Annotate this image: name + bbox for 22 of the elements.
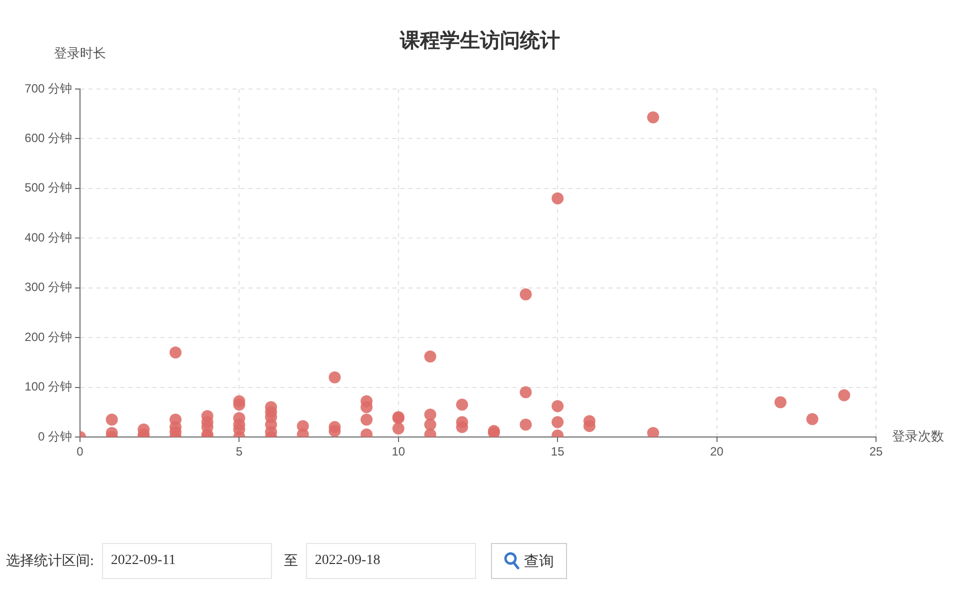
text: 2022-09-18 bbox=[306, 543, 476, 579]
text: 选择统计区间: bbox=[5, 552, 95, 570]
text: 查询 bbox=[524, 552, 554, 570]
text: 至 bbox=[282, 553, 299, 570]
y-tick-label: 300 分钟 bbox=[24, 280, 72, 294]
y-tick-label: 100 分钟 bbox=[24, 380, 72, 394]
x-tick-label: 25 bbox=[869, 444, 883, 459]
text: 2022-09-11 bbox=[102, 543, 272, 579]
x-tick-label: 15 bbox=[550, 444, 565, 459]
x-tick-label: 10 bbox=[392, 444, 406, 459]
x-axis-title: 登录次数 bbox=[892, 429, 944, 444]
y-tick-label: 200 分钟 bbox=[24, 330, 72, 344]
y-tick-label: 500 分钟 bbox=[24, 180, 72, 195]
x-tick-label: 0 bbox=[76, 444, 84, 459]
y-tick-label: 600 分钟 bbox=[24, 131, 72, 146]
y-axis-title: 登录时长 bbox=[54, 46, 106, 62]
x-tick-label: 20 bbox=[710, 444, 724, 459]
x-tick-label: 5 bbox=[236, 444, 243, 459]
chart-title: 课程学生访问统计 bbox=[399, 28, 560, 52]
y-tick-label: 700 分钟 bbox=[24, 81, 72, 96]
y-tick-label: 0 分钟 bbox=[38, 429, 72, 444]
y-tick-label: 400 分钟 bbox=[24, 230, 72, 244]
